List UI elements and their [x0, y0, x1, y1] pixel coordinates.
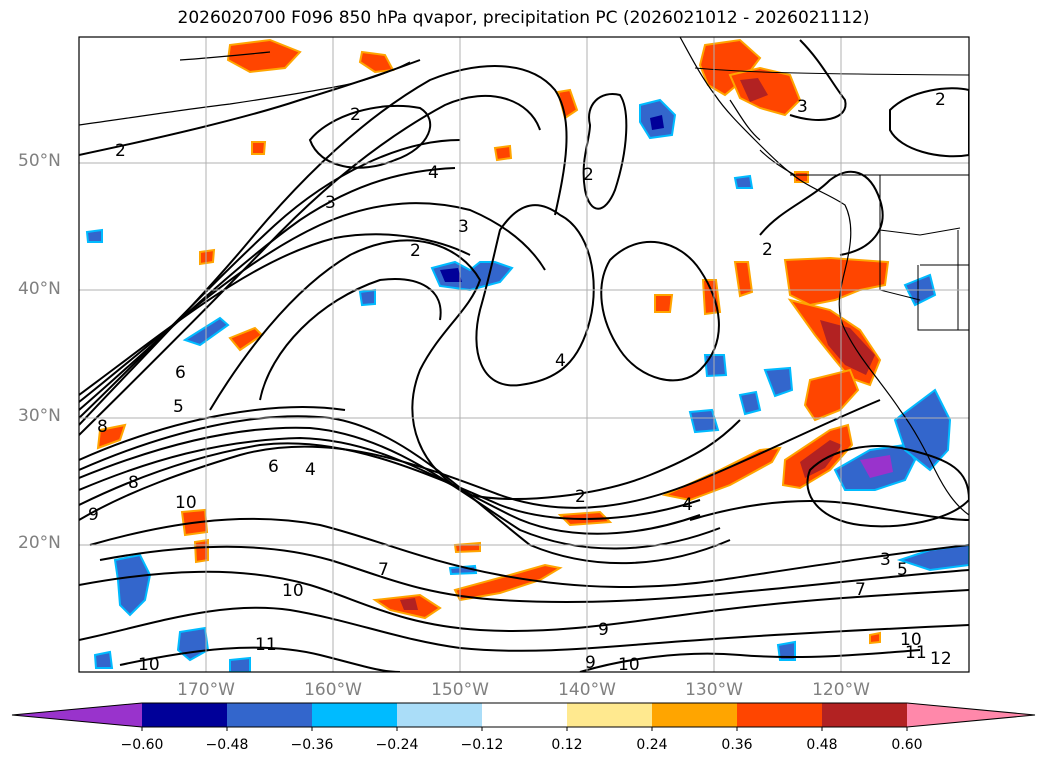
contour-label: 4 — [305, 460, 316, 480]
contour-label: 2 — [583, 165, 594, 185]
contour-label: 2 — [762, 240, 773, 260]
contour-label: 10 — [175, 493, 197, 513]
contour-label: 9 — [88, 505, 99, 525]
contour-label: 10 — [618, 655, 640, 675]
contour-label: 2 — [575, 487, 586, 507]
colorbar-segment — [482, 703, 567, 727]
qvapor-contours — [79, 39, 969, 672]
colorbar-tick-label: −0.48 — [205, 737, 249, 753]
coastlines — [79, 37, 969, 516]
contour-label: 6 — [268, 457, 279, 477]
map-title: 2026020700 F096 850 hPa qvapor, precipit… — [177, 8, 870, 28]
contour-label: 8 — [97, 417, 108, 437]
contour-label: 6 — [175, 363, 186, 383]
longitude-label: 140°W — [558, 680, 616, 700]
contour-label: 8 — [128, 473, 139, 493]
colorbar-tick-label: 0.12 — [551, 737, 583, 753]
boundaries — [694, 67, 969, 331]
contour-label: 10 — [138, 655, 160, 675]
contour-label: 4 — [428, 163, 439, 183]
contour-label: 7 — [378, 560, 389, 580]
longitude-label: 130°W — [685, 680, 743, 700]
contour-label: 3 — [325, 193, 336, 213]
colorbar-tick-label: 0.24 — [636, 737, 668, 753]
contour-label: 11 — [905, 643, 927, 663]
contour-label: 10 — [282, 581, 304, 601]
colorbar-segment — [567, 703, 652, 727]
colorbar-segment — [737, 703, 822, 727]
colorbar-segment — [822, 703, 907, 727]
contour-label: 4 — [682, 495, 693, 515]
colorbar-tick-label: 0.48 — [806, 737, 838, 753]
colorbar-extend-left — [12, 703, 142, 727]
colorbar-tick-label: −0.60 — [120, 737, 164, 753]
longitude-label: 120°W — [812, 680, 870, 700]
contour-label: 2 — [935, 90, 946, 110]
latitude-label: 40°N — [18, 279, 61, 299]
map-frame — [78, 36, 970, 673]
colorbar-tick-label: 0.36 — [721, 737, 753, 753]
map-background — [79, 37, 969, 672]
longitude-label: 150°W — [431, 680, 489, 700]
contour-label: 7 — [855, 580, 866, 600]
contour-label: 12 — [930, 649, 952, 669]
colorbar-tick-label: 0.60 — [891, 737, 923, 753]
longitude-label: 170°W — [177, 680, 235, 700]
contour-label: 3 — [458, 217, 469, 237]
contour-labels: 2 2 2 2 2 2 2 3 3 3 3 4 4 4 4 5 5 6 6 7 … — [88, 90, 952, 675]
colorbar-segment — [142, 703, 227, 727]
colorbar-segment — [397, 703, 482, 727]
contour-label: 2 — [410, 241, 421, 261]
contour-label: 9 — [585, 653, 596, 673]
contour-label: 5 — [897, 560, 908, 580]
latitude-label: 20°N — [18, 533, 61, 553]
colorbar-tick-label: −0.36 — [290, 737, 334, 753]
colorbar-segment — [312, 703, 397, 727]
contour-label: 3 — [797, 97, 808, 117]
contour-label: 2 — [350, 105, 361, 125]
colorbar — [11, 702, 1036, 731]
graticule — [79, 37, 969, 672]
colorbar-tick-label: −0.12 — [460, 737, 504, 753]
latitude-label: 30°N — [18, 406, 61, 426]
contour-label: 10 — [900, 630, 922, 650]
contour-label: 4 — [555, 351, 566, 371]
latitude-label: 50°N — [18, 151, 61, 171]
contour-label: 3 — [880, 550, 891, 570]
colorbar-tick-label: −0.24 — [375, 737, 419, 753]
colorbar-segment — [652, 703, 737, 727]
contour-label: 5 — [173, 397, 184, 417]
longitude-label: 160°W — [304, 680, 362, 700]
contour-label: 9 — [598, 620, 609, 640]
colorbar-extend-right — [907, 703, 1035, 727]
contour-label: 2 — [115, 141, 126, 161]
colorbar-segment — [227, 703, 312, 727]
contour-label: 11 — [255, 635, 277, 655]
